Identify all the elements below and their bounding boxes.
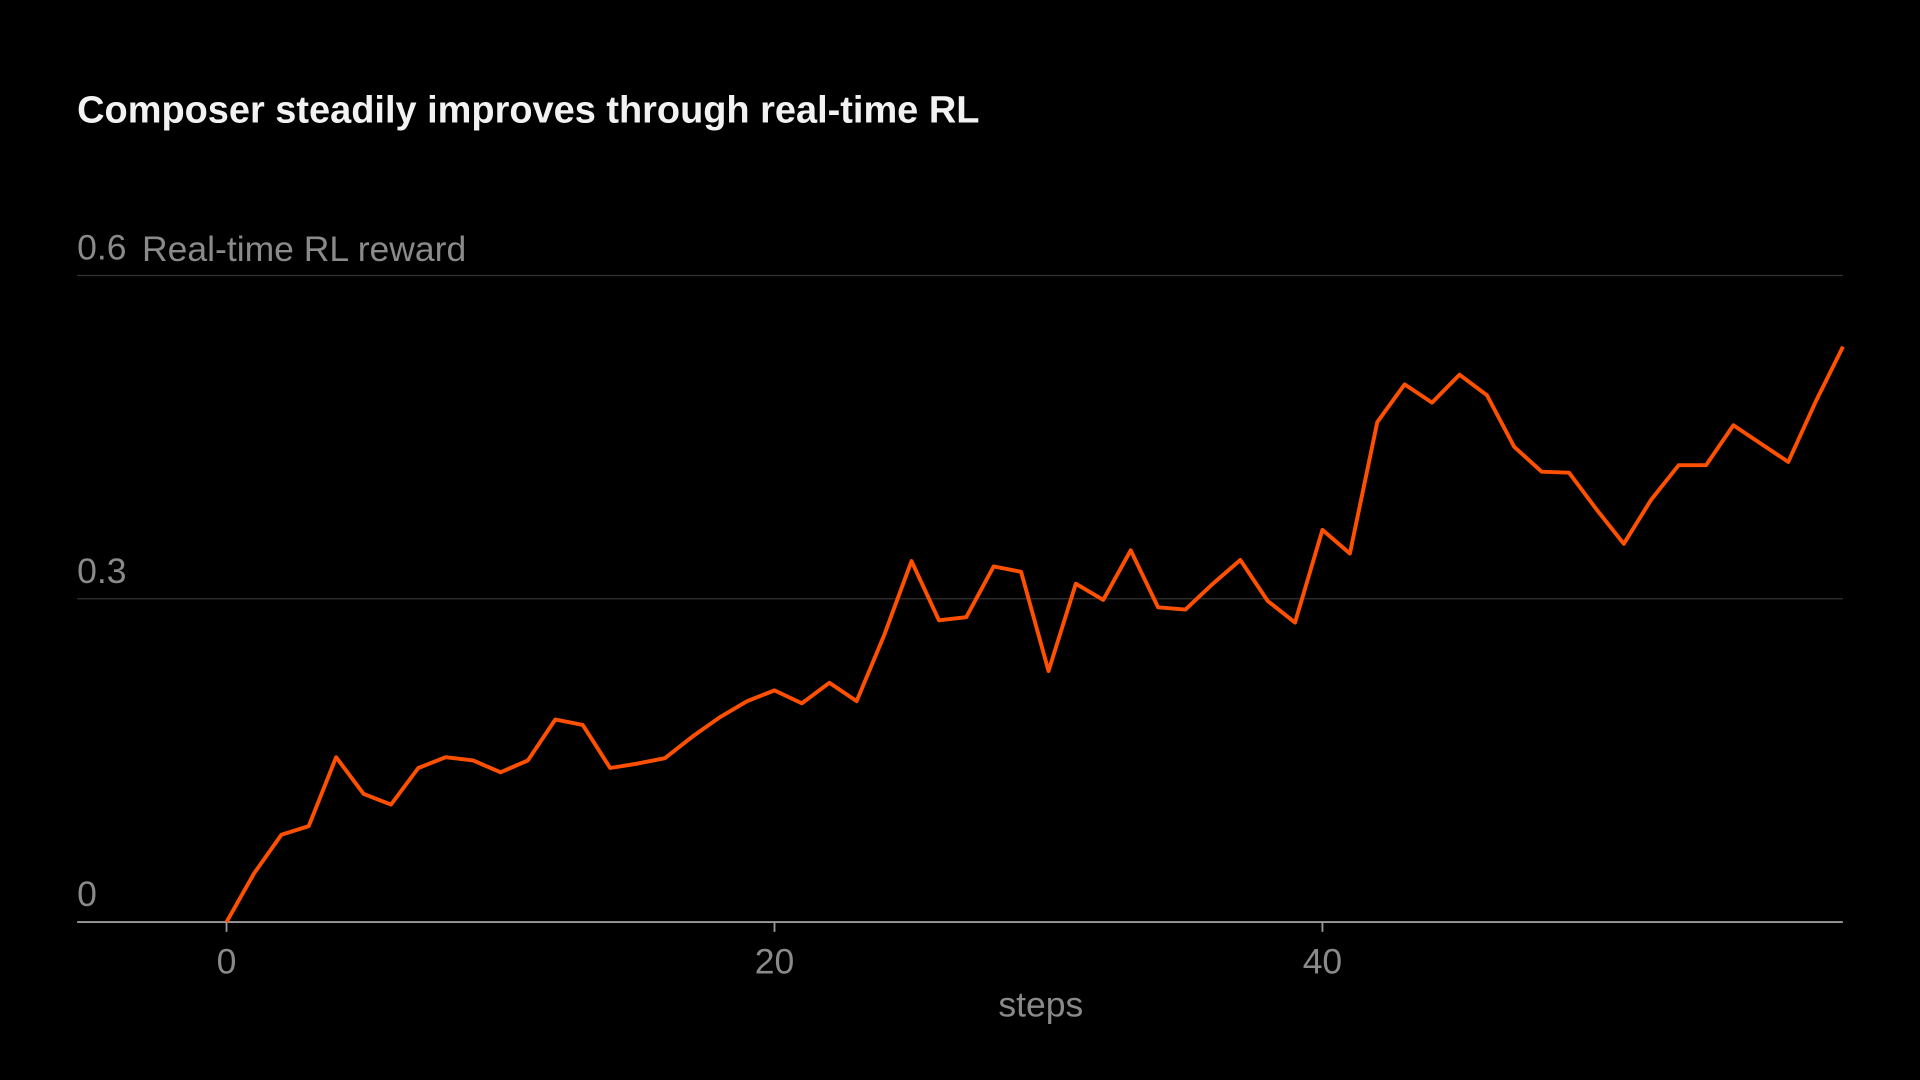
x-tick-label: 0 xyxy=(217,941,237,981)
y-tick-label: 0 xyxy=(77,874,97,914)
x-tick-label: 20 xyxy=(755,941,794,981)
chart-title: Composer steadily improves through real-… xyxy=(77,89,979,131)
x-axis-label: steps xyxy=(998,984,1083,1024)
y-tick-label: 0.6 xyxy=(77,228,126,268)
reward-line xyxy=(224,345,1845,924)
y-tick-label: 0.3 xyxy=(77,551,126,591)
x-tick-label: 40 xyxy=(1303,941,1343,981)
y-axis-label: Real-time RL reward xyxy=(142,229,466,269)
